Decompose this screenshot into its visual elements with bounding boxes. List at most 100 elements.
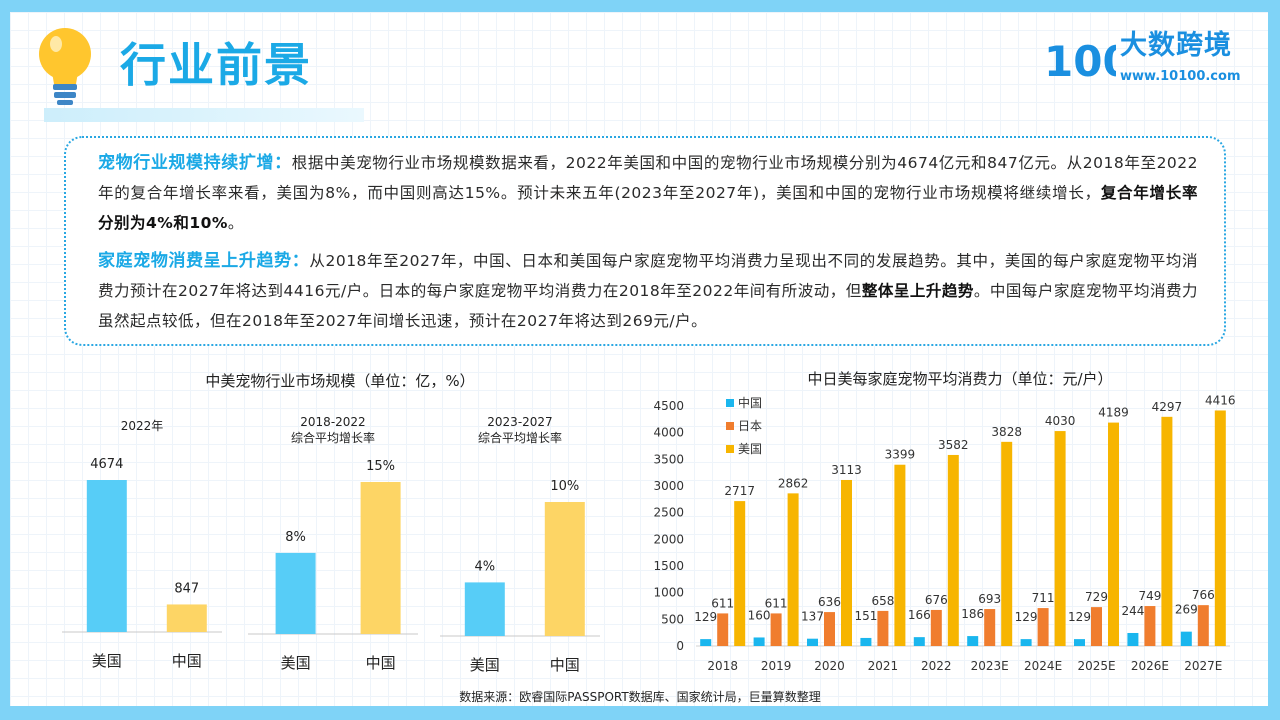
y-tick-label: 1500 (653, 559, 684, 573)
x-tick-label: 2019 (761, 659, 792, 673)
data-label: 749 (1138, 589, 1161, 603)
x-tick-label: 2026E (1131, 659, 1169, 673)
data-label: 3828 (991, 425, 1022, 439)
panel-label: 2018-2022 (300, 415, 365, 429)
y-tick-label: 500 (661, 612, 684, 626)
data-label: 4416 (1205, 393, 1236, 407)
x-tick-label: 2021 (868, 659, 899, 673)
x-tick-label: 2027E (1184, 659, 1222, 673)
bar (275, 552, 316, 634)
bar-美国 (1108, 422, 1119, 646)
market-chart-title: 中美宠物行业市场规模（单位：亿，%） (205, 372, 475, 390)
panel-label: 2023-2027 (487, 415, 552, 429)
spending-chart-title: 中日美每家庭宠物平均消费力（单位：元/户） (807, 370, 1113, 388)
bar-中国 (1074, 639, 1085, 646)
y-tick-label: 4500 (653, 399, 684, 413)
bar-美国 (1001, 441, 1013, 646)
title-underline (44, 108, 364, 122)
logo-icon: 1000 (1044, 37, 1116, 82)
panel-label: 2022年 (121, 419, 164, 433)
x-tick-label: 2023E (971, 659, 1009, 673)
y-tick-label: 3000 (653, 479, 684, 493)
data-label: 4297 (1152, 400, 1183, 414)
data-label: 636 (818, 595, 841, 609)
data-source-note: 数据来源：欧睿国际PASSPORT数据库、国家统计局，巨量算数整理 (459, 690, 821, 704)
bar-value-label: 847 (174, 581, 199, 596)
logo-mark-text: 1000 (1044, 37, 1116, 82)
bar-美国 (894, 464, 906, 646)
legend-swatch (726, 422, 734, 430)
bar (464, 582, 505, 636)
logo-text: 大数跨境 (1120, 30, 1232, 61)
y-tick-label: 3500 (653, 452, 684, 466)
data-label: 729 (1085, 590, 1108, 604)
slide-frame (10, 12, 1268, 706)
data-label: 711 (1032, 591, 1055, 605)
paragraph-text: 从2018年至2027年，中国、日本和美国每户家庭宠物平均消费力呈现出不同的发展… (98, 252, 1198, 300)
y-tick-label: 0 (676, 639, 684, 653)
x-tick-label: 2025E (1077, 659, 1115, 673)
legend-swatch (726, 445, 734, 453)
bar-美国 (1214, 410, 1226, 646)
data-label: 244 (1121, 604, 1144, 618)
category-label: 美国 (470, 656, 500, 674)
legend-swatch (726, 399, 734, 407)
data-label: 693 (978, 592, 1001, 606)
paragraph-heading: 家庭宠物消费呈上升趋势： (98, 251, 310, 271)
legend-label: 日本 (738, 419, 762, 433)
y-tick-label: 1000 (653, 586, 684, 600)
data-label: 3113 (831, 463, 862, 477)
bar-中国 (1127, 632, 1139, 646)
category-label: 中国 (550, 656, 580, 674)
data-label: 658 (871, 594, 894, 608)
bar-日本 (984, 609, 996, 646)
bar-value-label: 4% (474, 559, 495, 574)
logo-url: www.10100.com (1120, 69, 1241, 84)
data-label: 129 (1068, 610, 1091, 624)
data-label: 151 (854, 609, 877, 623)
data-label: 3399 (885, 448, 916, 462)
bar-美国 (1161, 416, 1173, 646)
bar-日本 (930, 609, 942, 646)
legend-label: 美国 (738, 442, 762, 456)
bar-中国 (1180, 631, 1192, 646)
bar-日本 (1144, 606, 1156, 646)
data-label: 129 (694, 610, 717, 624)
bar-美国 (947, 454, 959, 646)
category-label: 美国 (92, 652, 122, 670)
data-label: 3582 (938, 438, 969, 452)
category-label: 美国 (281, 654, 311, 672)
page-title: 行业前景 (120, 38, 312, 92)
bar-日本 (1197, 605, 1209, 646)
y-tick-label: 2500 (653, 506, 684, 520)
bar-日本 (877, 610, 889, 646)
data-label: 676 (925, 593, 948, 607)
data-label: 160 (748, 608, 771, 622)
bar-value-label: 8% (285, 530, 306, 545)
data-label: 129 (1015, 610, 1038, 624)
data-label: 269 (1175, 603, 1198, 617)
data-label: 611 (765, 596, 788, 610)
legend-label: 中国 (738, 395, 762, 410)
x-tick-label: 2018 (707, 659, 738, 673)
bar-value-label: 4674 (90, 457, 123, 472)
panel-label: 综合平均增长率 (478, 430, 562, 445)
bar-美国 (787, 493, 799, 646)
paragraph-text: 根据中美宠物行业市场规模数据来看，2022年美国和中国的宠物行业市场规模分别为4… (98, 154, 1199, 202)
x-tick-label: 2020 (814, 659, 845, 673)
y-tick-label: 4000 (653, 426, 684, 440)
x-tick-label: 2024E (1024, 659, 1062, 673)
y-tick-label: 2000 (653, 532, 684, 546)
data-label: 611 (711, 596, 734, 610)
bar-value-label: 10% (550, 479, 579, 494)
bar-value-label: 15% (366, 459, 395, 474)
bar-日本 (1037, 608, 1049, 646)
data-label: 4189 (1098, 406, 1129, 420)
household-spending-chart: 0500100015002000250030003500400045001296… (653, 393, 1236, 673)
bar-美国 (841, 479, 852, 646)
bar-中国 (913, 637, 925, 646)
category-label: 中国 (172, 652, 202, 670)
bar-美国 (734, 501, 746, 646)
paragraph-tail: 。中国每户家庭宠物平均消费力虽然起点较低，但在2018年至2027年间增长迅速，… (98, 282, 1198, 330)
data-label: 4030 (1045, 414, 1076, 428)
